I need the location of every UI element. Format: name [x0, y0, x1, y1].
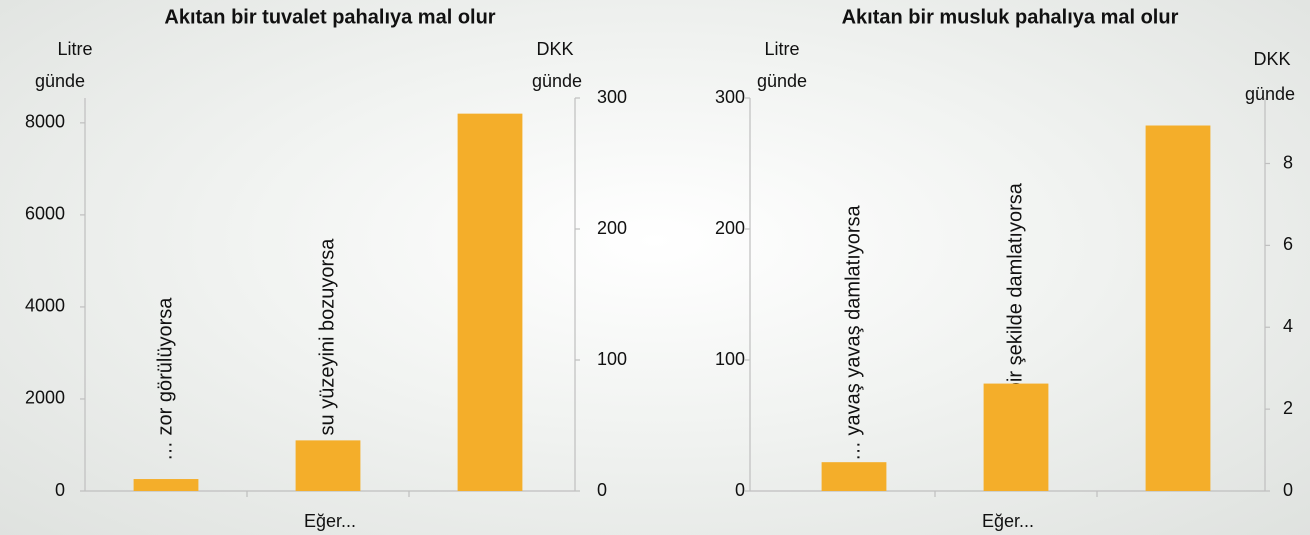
x-axis-label: Eğer... [982, 511, 1034, 531]
bar-label: … zor görülüyorsa [154, 297, 176, 461]
y-tick-label: 4000 [25, 296, 65, 316]
y2-tick-label: 2 [1283, 398, 1293, 418]
y-axis-label: günde [35, 71, 85, 91]
y-tick-label: 8000 [25, 112, 65, 132]
y2-axis-label: DKK [1253, 49, 1290, 69]
y2-axis-label: DKK [536, 39, 573, 59]
x-axis-label: Eğer... [304, 511, 356, 531]
y2-tick-label: 4 [1283, 316, 1293, 336]
y-tick-label: 300 [715, 87, 745, 107]
y2-tick-label: 8 [1283, 152, 1293, 172]
y2-tick-label: 0 [597, 480, 607, 500]
y-tick-label: 0 [55, 480, 65, 500]
bar [1145, 125, 1211, 491]
y-axis-label: Litre [57, 39, 92, 59]
bar [295, 440, 361, 491]
y2-tick-label: 0 [1283, 480, 1293, 500]
bar [457, 113, 523, 492]
y2-tick-label: 300 [597, 87, 627, 107]
bar [821, 462, 887, 491]
y2-tick-label: 6 [1283, 234, 1293, 254]
y-axis-label: Litre [764, 39, 799, 59]
y-tick-label: 2000 [25, 388, 65, 408]
y2-tick-label: 100 [597, 349, 627, 369]
chart-title: Akıtan bir tuvalet pahalıya mal olur [164, 6, 495, 28]
bar [133, 479, 199, 491]
y-tick-label: 100 [715, 349, 745, 369]
y-tick-label: 6000 [25, 204, 65, 224]
y-tick-label: 200 [715, 218, 745, 238]
chart-title: Akıtan bir musluk pahalıya mal olur [842, 6, 1179, 28]
y2-axis-label: günde [1245, 84, 1295, 104]
y-axis-label: günde [757, 71, 807, 91]
y2-axis-label: günde [532, 71, 582, 91]
bar [983, 383, 1049, 491]
y2-tick-label: 200 [597, 218, 627, 238]
bar-label: … yavaş yavaş damlatıyorsa [842, 204, 864, 461]
bar-label: … su yüzeyini bozuyorsa [316, 238, 338, 461]
y-tick-label: 0 [735, 480, 745, 500]
